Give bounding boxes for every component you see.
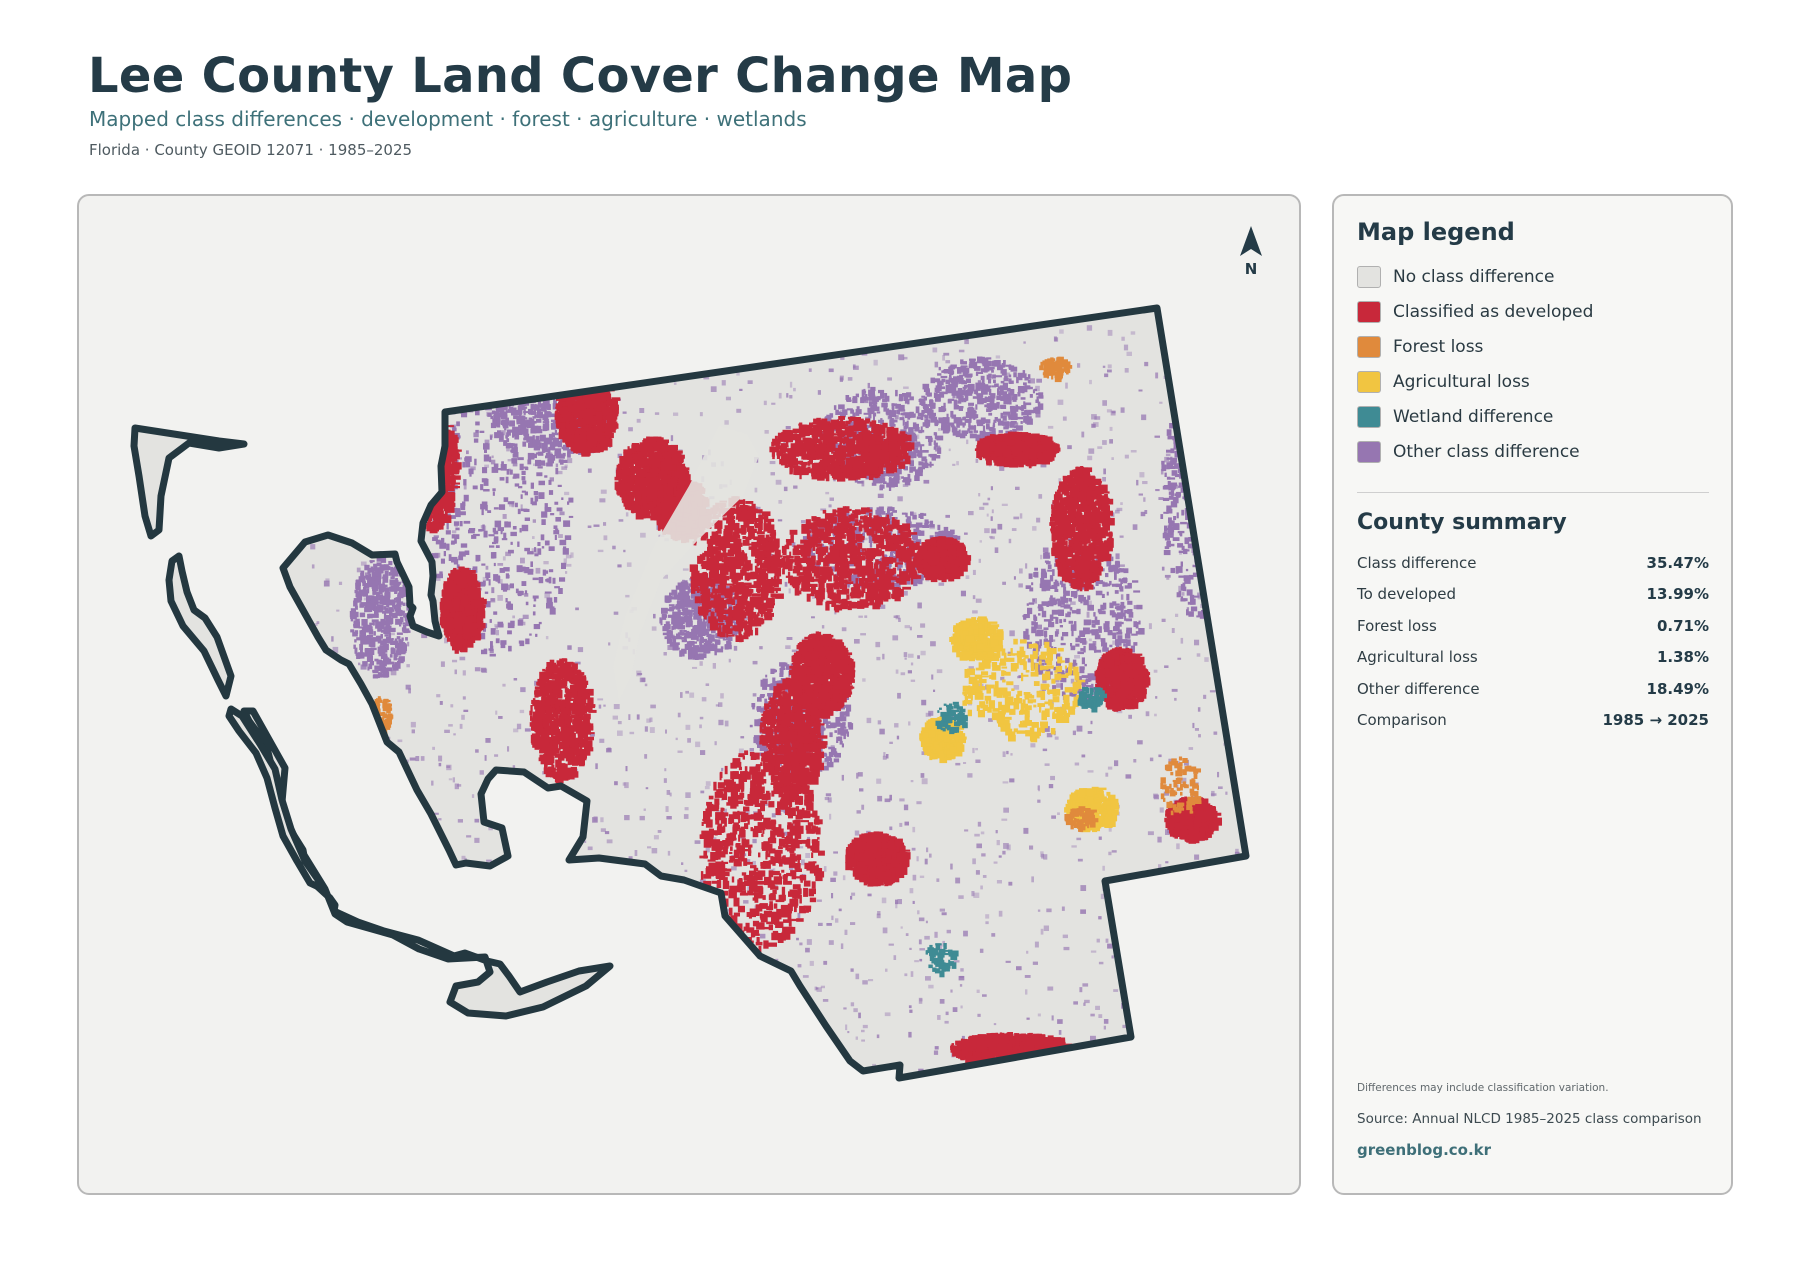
summary-value: 1985 → 2025 [1602,711,1709,729]
summary-value: 0.71% [1657,617,1709,635]
divider [1357,492,1709,493]
legend-swatch [1357,371,1381,393]
north-label: N [1231,260,1271,278]
barrier-island-outline [165,552,235,700]
side-panel: Map legend No class difference Classifie… [1332,194,1733,1195]
legend-swatch [1357,441,1381,463]
legend-item-wetland: Wetland difference [1357,406,1717,441]
footnote: Differences may include classification v… [1357,1082,1609,1094]
page-meta: Florida · County GEOID 12071 · 1985–2025 [89,141,412,159]
summary-title: County summary [1357,510,1567,535]
legend-swatch [1357,266,1381,288]
change-patches [244,308,1246,1078]
legend-item-forest-loss: Forest loss [1357,336,1717,371]
legend-label: Wetland difference [1393,407,1553,427]
legend-item-agricultural-loss: Agricultural loss [1357,371,1717,406]
summary-list: Class difference 35.47% To developed 13.… [1357,554,1709,742]
legend-item-no-change: No class difference [1357,266,1717,301]
north-arrow-icon [1240,226,1262,256]
county-outline [279,304,1250,1082]
summary-row: Other difference 18.49% [1357,680,1709,711]
page-subtitle: Mapped class differences · development ·… [89,107,807,131]
legend-list: No class difference Classified as develo… [1357,266,1717,476]
summary-row: To developed 13.99% [1357,585,1709,616]
legend-label: No class difference [1393,267,1554,287]
summary-value: 1.38% [1657,648,1709,666]
summary-label: Forest loss [1357,617,1437,635]
summary-row: Forest loss 0.71% [1357,617,1709,648]
sanibel-island-outline [225,705,327,893]
summary-row: Agricultural loss 1.38% [1357,648,1709,679]
river-channel [613,426,759,701]
legend-title: Map legend [1357,218,1515,246]
legend-label: Classified as developed [1393,302,1593,322]
summary-row: Class difference 35.47% [1357,554,1709,585]
summary-label: To developed [1357,585,1456,603]
source-credit: Source: Annual NLCD 1985–2025 class comp… [1357,1111,1702,1127]
legend-label: Agricultural loss [1393,372,1530,392]
legend-swatch [1357,301,1381,323]
summary-label: Other difference [1357,680,1480,698]
site-link[interactable]: greenblog.co.kr [1357,1141,1491,1159]
legend-swatch [1357,406,1381,428]
summary-label: Agricultural loss [1357,648,1478,666]
gasparilla-island-outline [130,424,248,540]
summary-label: Comparison [1357,711,1447,729]
map-panel[interactable]: N [77,194,1301,1195]
legend-swatch [1357,336,1381,358]
legend-label: Forest loss [1393,337,1483,357]
summary-value: 35.47% [1647,554,1709,572]
summary-row: Comparison 1985 → 2025 [1357,711,1709,742]
summary-label: Class difference [1357,554,1477,572]
legend-item-other: Other class difference [1357,441,1717,476]
north-arrow: N [1231,224,1271,286]
legend-label: Other class difference [1393,442,1580,462]
legend-item-developed: Classified as developed [1357,301,1717,336]
county-map[interactable] [79,196,1301,1195]
page-title: Lee County Land Cover Change Map [88,48,1072,104]
land-cover-raster [244,308,1246,1078]
summary-value: 13.99% [1647,585,1709,603]
summary-value: 18.49% [1647,680,1709,698]
